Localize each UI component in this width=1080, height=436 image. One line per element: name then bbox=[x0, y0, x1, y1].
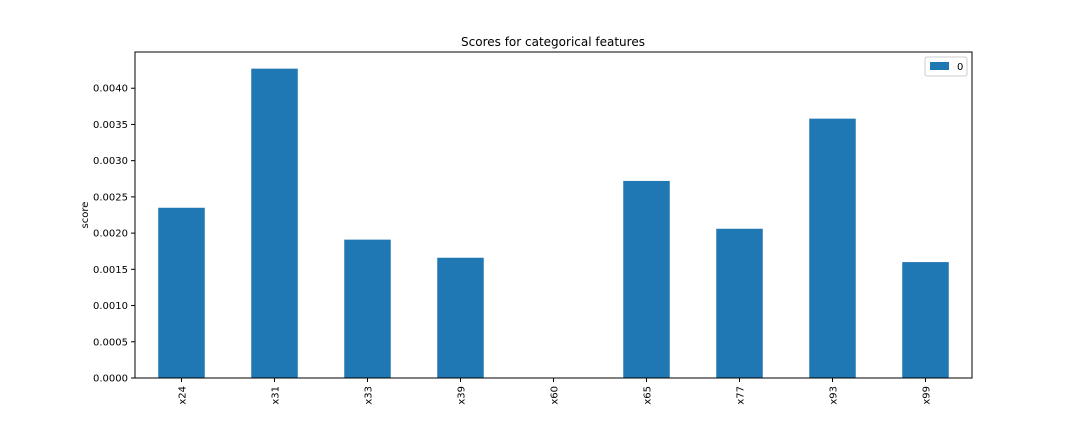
y-tick-label: 0.0025 bbox=[93, 192, 128, 203]
x-tick-label: x33 bbox=[364, 386, 375, 405]
x-tick-label: x39 bbox=[457, 386, 468, 405]
x-tick-label: x65 bbox=[643, 386, 654, 405]
y-tick-label: 0.0005 bbox=[93, 337, 128, 348]
bar-x24 bbox=[158, 207, 205, 378]
y-tick-label: 0.0035 bbox=[93, 120, 128, 131]
y-tick-label: 0.0040 bbox=[93, 84, 128, 95]
y-tick-label: 0.0030 bbox=[93, 156, 128, 167]
x-tick-label: x99 bbox=[922, 386, 933, 405]
plot-frame bbox=[134, 51, 973, 379]
x-tick-label: x60 bbox=[550, 386, 561, 405]
x-tick-label: x24 bbox=[178, 386, 189, 405]
chart-title: Scores for categorical features bbox=[461, 35, 645, 49]
y-axis-label: score bbox=[80, 202, 91, 229]
bar-x93 bbox=[809, 118, 856, 378]
bar-x77 bbox=[716, 228, 763, 378]
bar-x99 bbox=[902, 262, 949, 378]
x-tick-label: x77 bbox=[736, 386, 747, 405]
bar-x39 bbox=[437, 257, 484, 378]
legend-label: 0 bbox=[957, 62, 963, 73]
legend: 0 bbox=[924, 56, 968, 77]
bar-x31 bbox=[251, 68, 298, 378]
x-tick-label: x31 bbox=[271, 386, 282, 405]
legend-swatch bbox=[930, 62, 949, 70]
y-tick-label: 0.0010 bbox=[93, 301, 128, 312]
x-tick-label: x93 bbox=[829, 386, 840, 405]
bar-x65 bbox=[623, 180, 670, 378]
y-tick-label: 0.0020 bbox=[93, 229, 128, 240]
y-tick-label: 0.0000 bbox=[93, 374, 128, 385]
y-tick-label: 0.0015 bbox=[93, 265, 128, 276]
bar-x33 bbox=[344, 239, 391, 378]
